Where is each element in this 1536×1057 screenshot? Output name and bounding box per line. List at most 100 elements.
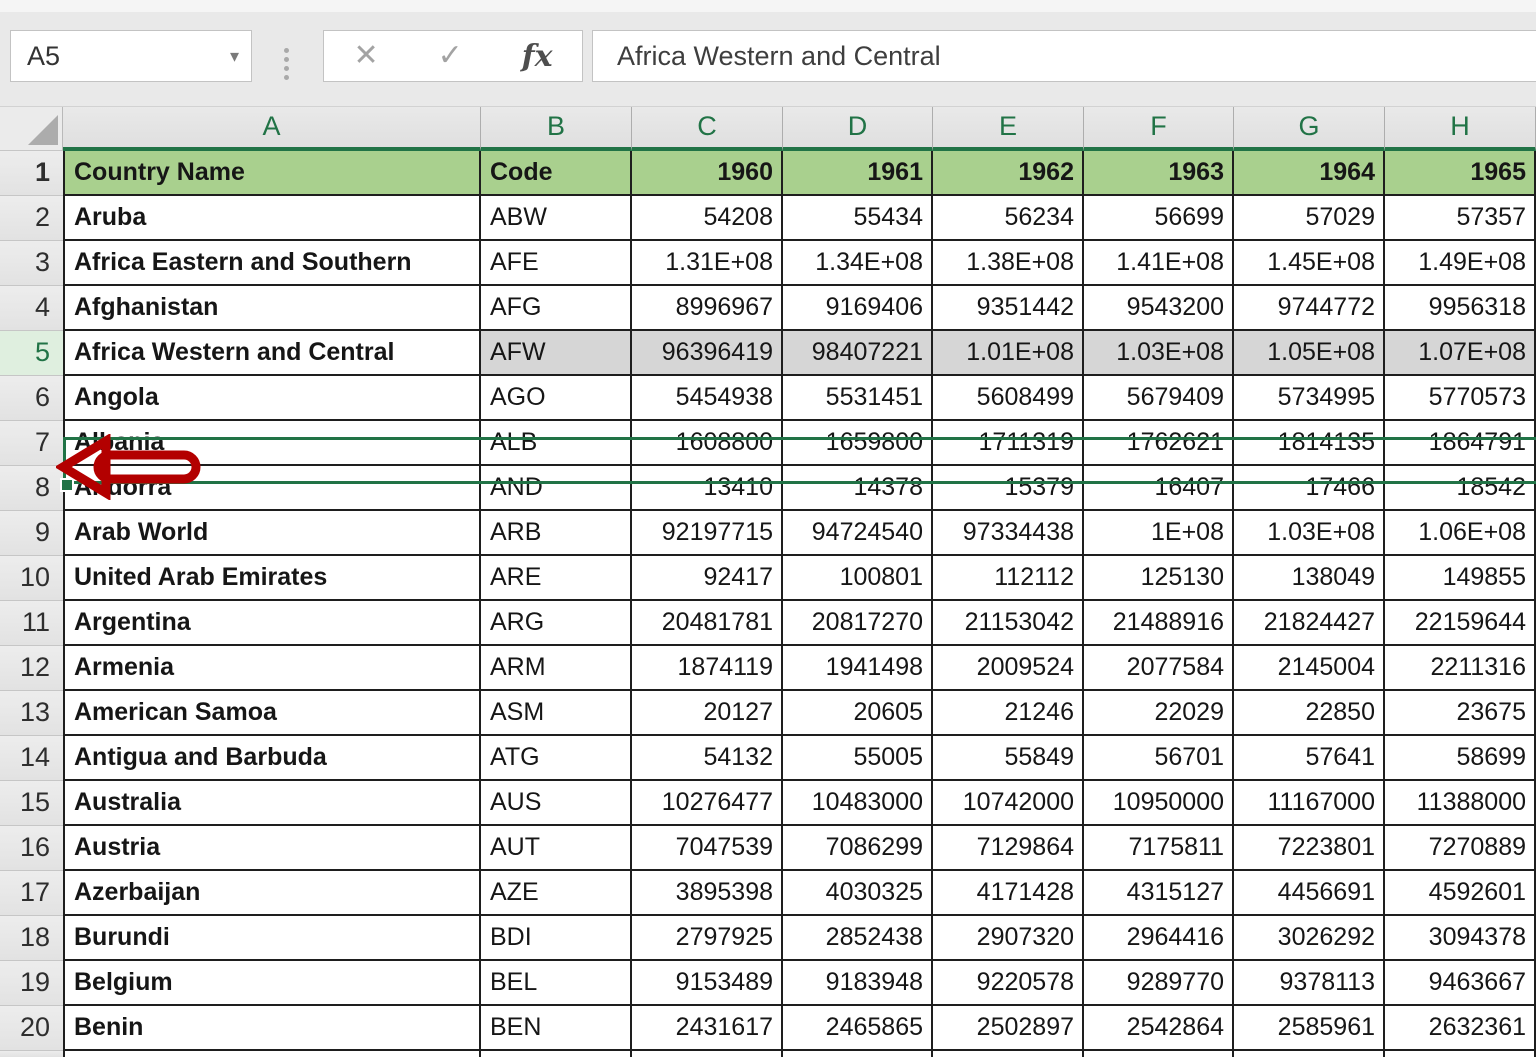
cell-D13[interactable]: 20605 [783, 691, 933, 736]
cell-B8[interactable]: AND [481, 466, 632, 511]
cell-D16[interactable]: 7086299 [783, 826, 933, 871]
cell-E6[interactable]: 5608499 [933, 376, 1084, 421]
cell-F5[interactable]: 1.03E+08 [1084, 331, 1234, 376]
cell-C20[interactable]: 2431617 [632, 1006, 783, 1051]
cell-A19[interactable]: Belgium [63, 961, 481, 1006]
cell-E16[interactable]: 7129864 [933, 826, 1084, 871]
cell-F19[interactable]: 9289770 [1084, 961, 1234, 1006]
cell-B17[interactable]: AZE [481, 871, 632, 916]
cell-B4[interactable]: AFG [481, 286, 632, 331]
row-header-8[interactable]: 8 [0, 466, 63, 511]
cell-E12[interactable]: 2009524 [933, 646, 1084, 691]
cell-partial[interactable] [933, 1051, 1084, 1057]
row-header-10[interactable]: 10 [0, 556, 63, 601]
cell-F4[interactable]: 9543200 [1084, 286, 1234, 331]
cell-F13[interactable]: 22029 [1084, 691, 1234, 736]
cell-D1[interactable]: 1961 [783, 151, 933, 196]
cell-C9[interactable]: 92197715 [632, 511, 783, 556]
cell-G12[interactable]: 2145004 [1234, 646, 1385, 691]
cell-partial[interactable] [632, 1051, 783, 1057]
cell-D10[interactable]: 100801 [783, 556, 933, 601]
cell-H7[interactable]: 1864791 [1385, 421, 1536, 466]
cell-E3[interactable]: 1.38E+08 [933, 241, 1084, 286]
cell-F3[interactable]: 1.41E+08 [1084, 241, 1234, 286]
cell-D6[interactable]: 5531451 [783, 376, 933, 421]
cell-E11[interactable]: 21153042 [933, 601, 1084, 646]
cell-F6[interactable]: 5679409 [1084, 376, 1234, 421]
cell-D2[interactable]: 55434 [783, 196, 933, 241]
cell-G18[interactable]: 3026292 [1234, 916, 1385, 961]
row-header-6[interactable]: 6 [0, 376, 63, 421]
cell-E5[interactable]: 1.01E+08 [933, 331, 1084, 376]
row-header-16[interactable]: 16 [0, 826, 63, 871]
column-header-G[interactable]: G [1234, 107, 1385, 151]
column-header-B[interactable]: B [481, 107, 632, 151]
cell-D9[interactable]: 94724540 [783, 511, 933, 556]
cell-A13[interactable]: American Samoa [63, 691, 481, 736]
cell-G4[interactable]: 9744772 [1234, 286, 1385, 331]
formula-bar[interactable]: Africa Western and Central [592, 30, 1536, 82]
cell-C1[interactable]: 1960 [632, 151, 783, 196]
cell-F11[interactable]: 21488916 [1084, 601, 1234, 646]
cell-H8[interactable]: 18542 [1385, 466, 1536, 511]
cell-B6[interactable]: AGO [481, 376, 632, 421]
cell-B10[interactable]: ARE [481, 556, 632, 601]
cell-F7[interactable]: 1762621 [1084, 421, 1234, 466]
cell-E2[interactable]: 56234 [933, 196, 1084, 241]
cell-D7[interactable]: 1659800 [783, 421, 933, 466]
cell-D19[interactable]: 9183948 [783, 961, 933, 1006]
cell-H2[interactable]: 57357 [1385, 196, 1536, 241]
cell-C17[interactable]: 3895398 [632, 871, 783, 916]
cell-C2[interactable]: 54208 [632, 196, 783, 241]
cell-H12[interactable]: 2211316 [1385, 646, 1536, 691]
name-box-dropdown-icon[interactable]: ▾ [230, 31, 239, 81]
row-header-13[interactable]: 13 [0, 691, 63, 736]
cell-H20[interactable]: 2632361 [1385, 1006, 1536, 1051]
row-header-4[interactable]: 4 [0, 286, 63, 331]
column-header-A[interactable]: A [63, 107, 481, 151]
cell-G13[interactable]: 22850 [1234, 691, 1385, 736]
cell-B5[interactable]: AFW [481, 331, 632, 376]
cell-H18[interactable]: 3094378 [1385, 916, 1536, 961]
cell-H5[interactable]: 1.07E+08 [1385, 331, 1536, 376]
cell-D20[interactable]: 2465865 [783, 1006, 933, 1051]
column-header-C[interactable]: C [632, 107, 783, 151]
select-all-corner[interactable] [0, 107, 63, 151]
cell-A4[interactable]: Afghanistan [63, 286, 481, 331]
row-header-7[interactable]: 7 [0, 421, 63, 466]
cell-C6[interactable]: 5454938 [632, 376, 783, 421]
cell-B3[interactable]: AFE [481, 241, 632, 286]
cell-E4[interactable]: 9351442 [933, 286, 1084, 331]
cell-G3[interactable]: 1.45E+08 [1234, 241, 1385, 286]
cell-E7[interactable]: 1711319 [933, 421, 1084, 466]
cell-partial[interactable] [783, 1051, 933, 1057]
cell-D17[interactable]: 4030325 [783, 871, 933, 916]
cell-E15[interactable]: 10742000 [933, 781, 1084, 826]
cell-partial[interactable] [481, 1051, 632, 1057]
cell-G17[interactable]: 4456691 [1234, 871, 1385, 916]
cell-C16[interactable]: 7047539 [632, 826, 783, 871]
cell-E8[interactable]: 15379 [933, 466, 1084, 511]
row-header-2[interactable]: 2 [0, 196, 63, 241]
cell-G11[interactable]: 21824427 [1234, 601, 1385, 646]
cell-C4[interactable]: 8996967 [632, 286, 783, 331]
cell-F10[interactable]: 125130 [1084, 556, 1234, 601]
cell-B1[interactable]: Code [481, 151, 632, 196]
row-header-3[interactable]: 3 [0, 241, 63, 286]
cell-B16[interactable]: AUT [481, 826, 632, 871]
cell-C10[interactable]: 92417 [632, 556, 783, 601]
cell-partial[interactable] [63, 1051, 481, 1057]
cell-D12[interactable]: 1941498 [783, 646, 933, 691]
cell-B20[interactable]: BEN [481, 1006, 632, 1051]
cell-D11[interactable]: 20817270 [783, 601, 933, 646]
cell-C13[interactable]: 20127 [632, 691, 783, 736]
cell-C19[interactable]: 9153489 [632, 961, 783, 1006]
cell-G9[interactable]: 1.03E+08 [1234, 511, 1385, 556]
cell-A7[interactable]: Albania [63, 421, 481, 466]
cell-H11[interactable]: 22159644 [1385, 601, 1536, 646]
cell-G19[interactable]: 9378113 [1234, 961, 1385, 1006]
cell-F12[interactable]: 2077584 [1084, 646, 1234, 691]
cell-H15[interactable]: 11388000 [1385, 781, 1536, 826]
cell-B7[interactable]: ALB [481, 421, 632, 466]
cell-F9[interactable]: 1E+08 [1084, 511, 1234, 556]
